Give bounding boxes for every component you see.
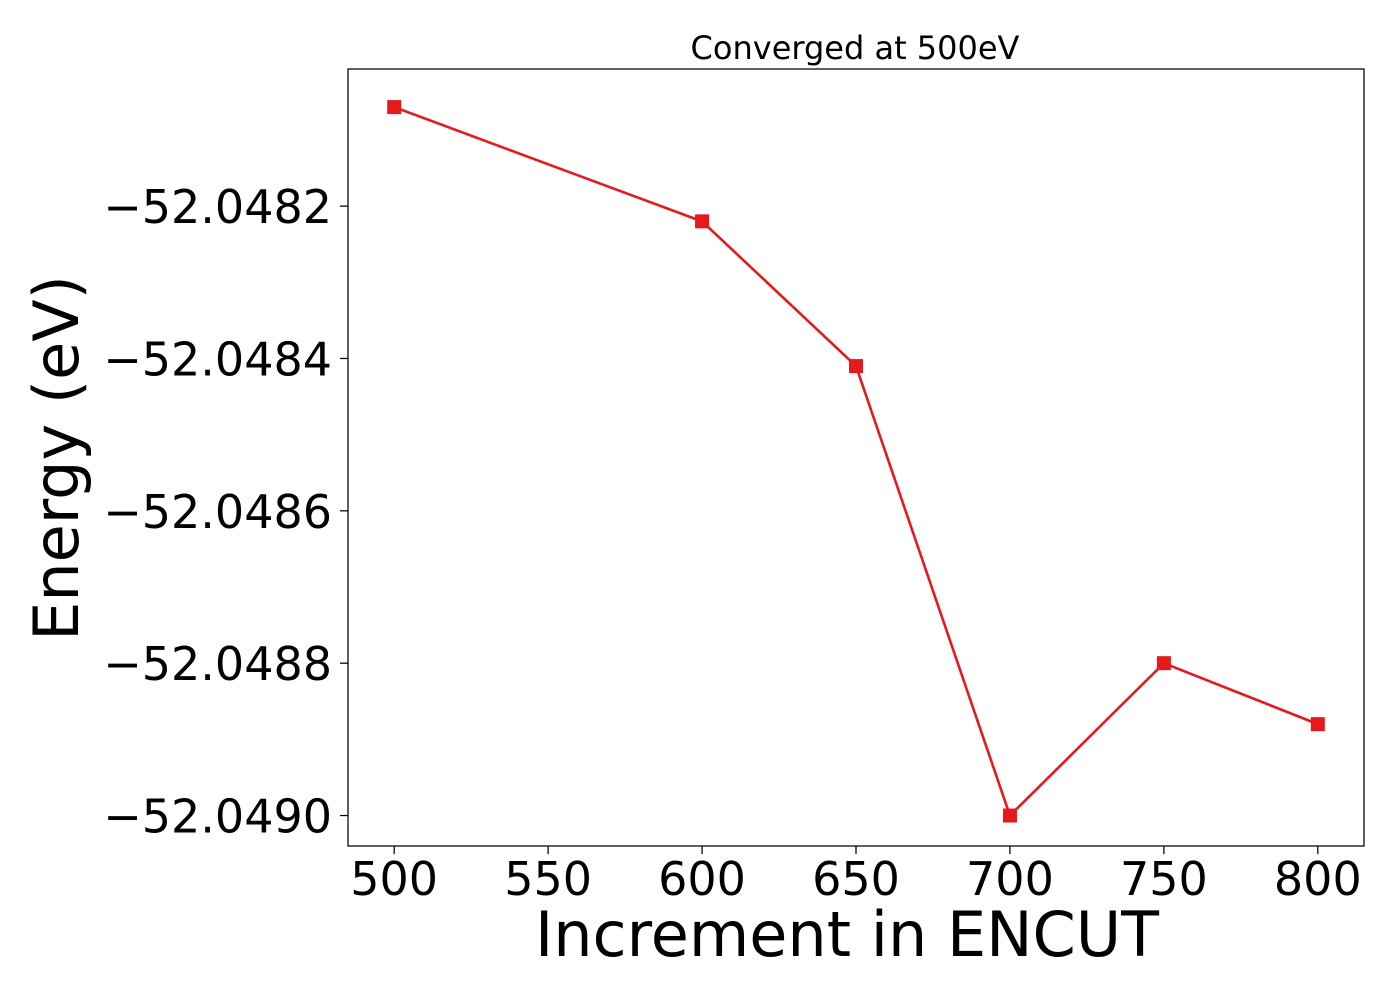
x-tick-label: 600 — [658, 852, 746, 906]
series-layer — [387, 100, 1325, 823]
y-axis-ticks: −52.0490 −52.0488 −52.0486 −52.0484 −52.0482 — [103, 180, 348, 844]
x-tick-label: 750 — [1120, 852, 1208, 906]
data-point-marker — [1002, 808, 1017, 823]
x-axis-ticks: 500 550 600 650 700 750 800 — [350, 846, 1362, 906]
y-axis-label: Energy (eV) — [20, 275, 93, 641]
y-tick-label: −52.0484 — [103, 332, 332, 386]
x-tick-label: 700 — [966, 852, 1054, 906]
data-point-marker — [1156, 656, 1171, 671]
data-point-marker — [387, 100, 402, 115]
x-tick-label: 550 — [504, 852, 592, 906]
data-point-marker — [1310, 717, 1325, 732]
x-tick-label: 650 — [812, 852, 900, 906]
y-tick-label: −52.0490 — [103, 790, 332, 844]
x-axis-label: Increment in ENCUT — [535, 898, 1160, 971]
data-point-marker — [695, 214, 710, 229]
series-line — [393, 105, 1319, 817]
chart-title: Converged at 500eV — [691, 29, 1020, 67]
y-tick-label: −52.0488 — [103, 637, 332, 691]
x-tick-label: 800 — [1274, 852, 1362, 906]
y-tick-label: −52.0486 — [103, 485, 332, 539]
y-tick-label: −52.0482 — [103, 180, 332, 234]
data-point-marker — [849, 359, 863, 374]
plot-area-frame — [347, 68, 1365, 847]
x-tick-label: 500 — [350, 852, 438, 906]
